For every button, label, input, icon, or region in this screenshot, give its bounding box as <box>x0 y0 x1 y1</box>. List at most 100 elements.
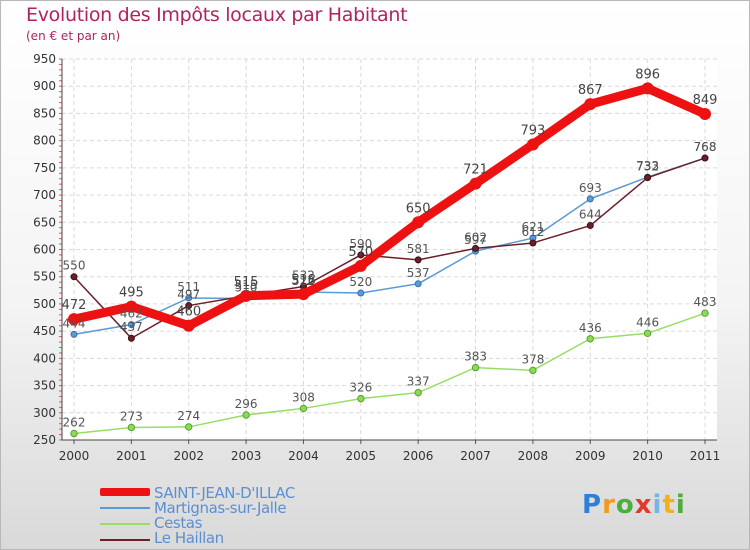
y-tick-label: 550 <box>33 270 56 284</box>
data-point-saint-jean-d-illac <box>240 289 253 302</box>
data-point-saint-jean-d-illac <box>469 177 482 190</box>
x-tick-label: 2001 <box>116 449 147 463</box>
series-line-saint-jean-d-illac <box>69 83 710 331</box>
data-label-cestas: 296 <box>235 397 258 411</box>
data-label-cestas: 378 <box>521 352 544 366</box>
x-tick-label: 2009 <box>575 449 606 463</box>
data-point-cestas <box>643 329 652 338</box>
data-point-saint-jean-d-illac <box>641 82 654 95</box>
data-label-martignas-sur-jalle: 597 <box>464 233 487 247</box>
data-label-martignas-sur-jalle: 462 <box>120 307 143 321</box>
x-tick-label: 2005 <box>346 449 377 463</box>
logo-letter: i <box>652 490 663 520</box>
data-label-saint-jean-d-illac: 650 <box>406 201 431 216</box>
x-tick-label: 2008 <box>518 449 549 463</box>
data-label-saint-jean-d-illac: 495 <box>119 286 144 301</box>
legend-swatch-saint-jean-d-illac <box>100 488 150 496</box>
logo-letter: i <box>675 490 686 520</box>
chart-subtitle: (en € et par an) <box>26 29 121 43</box>
data-point-martignas-sur-jalle <box>127 321 135 329</box>
x-tick-label: 2011 <box>690 449 721 463</box>
data-label-saint-jean-d-illac: 472 <box>62 298 87 313</box>
data-label-le-haillan: 532 <box>292 269 315 283</box>
data-label-le-haillan: 437 <box>120 320 143 334</box>
data-label-martignas-sur-jalle: 733 <box>636 159 659 173</box>
data-label-martignas-sur-jalle: 537 <box>407 266 430 280</box>
data-point-cestas <box>299 404 308 413</box>
y-tick-label: 900 <box>33 79 56 93</box>
logo-letter: x <box>634 490 653 520</box>
data-point-saint-jean-d-illac <box>354 259 367 272</box>
legend-label-saint-jean-d-illac: SAINT-JEAN-D'ILLAC <box>154 484 295 502</box>
data-point-saint-jean-d-illac <box>182 319 195 332</box>
data-point-martignas-sur-jalle <box>185 294 193 302</box>
y-tick-label: 750 <box>33 161 56 175</box>
data-label-cestas: 383 <box>464 350 487 364</box>
data-label-cestas: 273 <box>120 409 143 423</box>
data-label-le-haillan: 515 <box>235 278 258 292</box>
data-label-saint-jean-d-illac: 721 <box>463 163 488 178</box>
data-point-cestas <box>185 423 193 431</box>
data-label-le-haillan: 590 <box>349 237 372 251</box>
data-label-saint-jean-d-illac: 867 <box>578 83 603 98</box>
data-label-le-haillan: 612 <box>521 225 544 239</box>
data-label-martignas-sur-jalle: 621 <box>521 220 544 234</box>
data-point-cestas <box>529 366 537 375</box>
data-label-cestas: 308 <box>292 390 315 404</box>
data-label-saint-jean-d-illac: 793 <box>520 123 545 138</box>
data-point-le-haillan <box>586 222 594 230</box>
x-tick-label: 2004 <box>288 449 319 463</box>
data-point-le-haillan <box>644 174 652 182</box>
data-label-cestas: 326 <box>349 381 372 395</box>
data-label-cestas: 262 <box>63 415 86 429</box>
data-point-le-haillan <box>701 154 709 162</box>
data-label-le-haillan: 644 <box>579 208 602 222</box>
data-label-martignas-sur-jalle: 520 <box>349 275 372 289</box>
data-label-cestas: 446 <box>636 315 659 329</box>
data-point-saint-jean-d-illac <box>699 107 711 120</box>
data-label-martignas-sur-jalle: 510 <box>235 280 258 294</box>
data-point-cestas <box>586 335 594 343</box>
data-point-le-haillan <box>414 256 422 264</box>
y-tick-label: 350 <box>33 379 56 393</box>
axes: 250 300 350 400 450 500 550 600 650 700 750 800 850 9… <box>33 52 720 463</box>
data-label-cestas: 337 <box>407 375 430 389</box>
legend-swatch-le-haillan <box>100 539 150 541</box>
data-label-martignas-sur-jalle: 693 <box>579 181 602 195</box>
data-label-le-haillan: 768 <box>694 140 717 154</box>
data-label-saint-jean-d-illac: 570 <box>348 245 373 260</box>
x-tick-label: 2002 <box>173 449 204 463</box>
legend-label-cestas: Cestas <box>154 514 203 532</box>
y-tick-label: 250 <box>33 433 56 447</box>
y-tick-label: 500 <box>33 297 56 311</box>
y-tick-label: 400 <box>33 351 56 365</box>
data-point-cestas <box>242 411 250 419</box>
x-tick-label: 2010 <box>632 449 663 463</box>
x-tick-label: 2003 <box>231 449 262 463</box>
y-tick-label: 800 <box>33 134 56 148</box>
data-point-le-haillan <box>529 239 537 247</box>
data-point-cestas <box>701 309 709 317</box>
data-point-le-haillan <box>127 334 135 342</box>
data-point-martignas-sur-jalle <box>70 330 78 338</box>
logo-letter: t <box>662 490 676 520</box>
legend-swatch-martignas-sur-jalle <box>100 507 150 509</box>
proxiti-logo: Proxiti <box>582 490 686 520</box>
data-point-saint-jean-d-illac <box>125 300 138 313</box>
logo-letter: o <box>615 490 635 520</box>
y-tick-label: 950 <box>33 52 56 66</box>
data-point-martignas-sur-jalle <box>357 289 365 297</box>
data-point-martignas-sur-jalle <box>586 195 594 203</box>
data-label-saint-jean-d-illac: 460 <box>176 305 201 320</box>
y-tick-label: 600 <box>33 243 56 257</box>
data-label-martignas-sur-jalle: 768 <box>694 140 717 154</box>
legend-swatch-cestas <box>100 523 150 525</box>
data-label-cestas: 483 <box>694 295 717 309</box>
data-label-martignas-sur-jalle: 444 <box>63 316 86 330</box>
data-label-le-haillan: 497 <box>177 288 200 302</box>
y-tick-label: 450 <box>33 324 56 338</box>
data-label-le-haillan: 581 <box>407 242 430 256</box>
data-point-saint-jean-d-illac <box>584 98 597 111</box>
x-tick-label: 2006 <box>403 449 434 463</box>
